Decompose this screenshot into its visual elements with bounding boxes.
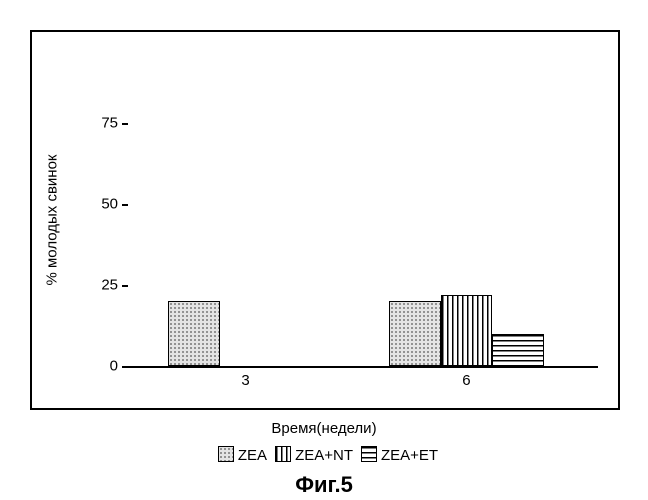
bar-ZEA_ET-6 [492, 334, 544, 366]
y-axis-label: % молодых свинок [44, 154, 61, 285]
y-tick-label: 0 [110, 358, 118, 375]
y-tick-label: 50 [101, 196, 118, 213]
y-tick [122, 123, 128, 125]
legend-label-ZEA_NT: ZEA+NT [295, 447, 353, 464]
legend-label-ZEA: ZEA [238, 447, 267, 464]
x-tick-label: 3 [241, 372, 249, 389]
y-tick [122, 204, 128, 206]
y-tick [122, 285, 128, 287]
x-tick-label: 6 [462, 372, 470, 389]
bar-ZEA_NT-6 [441, 295, 493, 366]
legend-swatch-ZEA_ET [361, 446, 377, 462]
chart-frame: % молодых свинок 025507536 [30, 30, 620, 410]
legend-swatch-ZEA [218, 446, 234, 462]
legend-label-ZEA_ET: ZEA+ET [381, 447, 438, 464]
legend-swatch-ZEA_NT [275, 446, 291, 462]
legend: ZEA ZEA+NT ZEA+ET [0, 446, 648, 464]
plot-area: 025507536 [128, 42, 598, 368]
y-tick [122, 366, 128, 368]
y-tick-label: 25 [101, 277, 118, 294]
bar-ZEA-3 [168, 301, 220, 366]
figure-caption: Фиг.5 [0, 472, 648, 498]
bar-ZEA-6 [389, 301, 441, 366]
y-tick-label: 75 [101, 115, 118, 132]
x-axis-label: Время(недели) [0, 420, 648, 437]
